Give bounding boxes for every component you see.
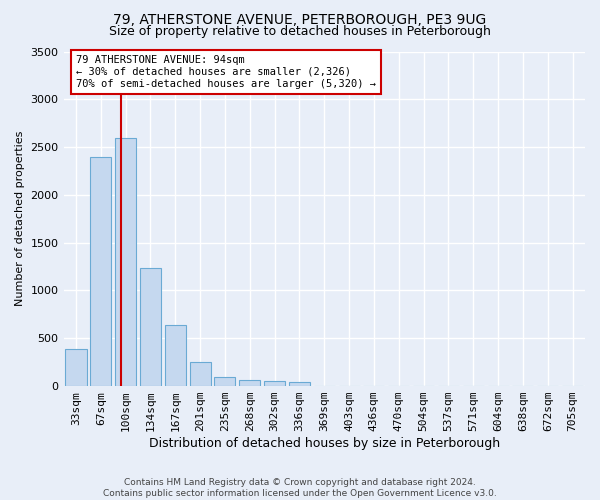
Text: 79 ATHERSTONE AVENUE: 94sqm
← 30% of detached houses are smaller (2,326)
70% of : 79 ATHERSTONE AVENUE: 94sqm ← 30% of det…	[76, 56, 376, 88]
Bar	[90, 156, 112, 386]
Bar	[115, 138, 136, 386]
Y-axis label: Number of detached properties: Number of detached properties	[15, 131, 25, 306]
Text: Contains HM Land Registry data © Crown copyright and database right 2024.
Contai: Contains HM Land Registry data © Crown c…	[103, 478, 497, 498]
Bar	[140, 268, 161, 386]
Bar	[289, 382, 310, 386]
Bar	[214, 377, 235, 386]
X-axis label: Distribution of detached houses by size in Peterborough: Distribution of detached houses by size …	[149, 437, 500, 450]
Bar	[165, 325, 186, 386]
Text: 79, ATHERSTONE AVENUE, PETERBOROUGH, PE3 9UG: 79, ATHERSTONE AVENUE, PETERBOROUGH, PE3…	[113, 12, 487, 26]
Bar	[239, 380, 260, 386]
Bar	[190, 362, 211, 386]
Text: Size of property relative to detached houses in Peterborough: Size of property relative to detached ho…	[109, 25, 491, 38]
Bar	[264, 381, 285, 386]
Bar	[65, 349, 86, 386]
